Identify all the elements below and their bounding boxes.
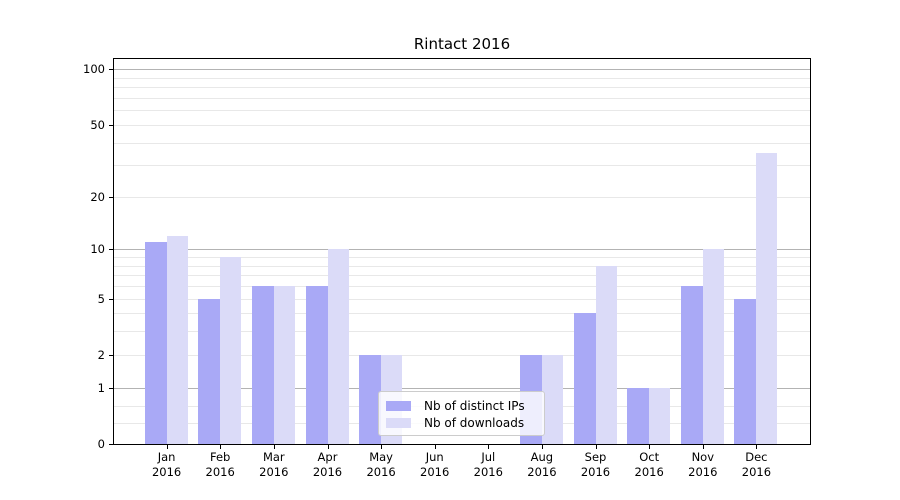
y-gridline-minor [113,298,810,300]
x-tickmark [595,445,597,449]
legend-item-distinct-ips: Nb of distinct IPs [386,398,536,413]
y-gridline-minor [113,265,810,267]
bar-distinct-ips-apr [305,286,328,444]
x-tickmark [488,445,490,449]
y-gridline-major [113,387,810,389]
chart-title: Rintact 2016 [413,35,511,53]
legend-item-downloads: Nb of downloads [386,415,536,430]
x-tick-label-dec: Dec 2016 [741,450,772,479]
bar-distinct-ips-mar [251,286,274,444]
y-gridline-minor [113,196,810,198]
x-tickmark [273,445,275,449]
y-gridline-minor [113,286,810,287]
y-tick-label: 100 [83,62,105,77]
bar-downloads-nov [702,249,724,444]
y-tickmark [109,354,113,356]
x-tickmark [702,445,704,449]
bar-distinct-ips-nov [680,286,703,444]
legend-swatch-downloads [386,417,411,428]
bar-downloads-apr [327,249,349,444]
y-tick-label: 50 [90,117,105,132]
x-tick-label-mar: Mar 2016 [259,450,289,479]
y-gridline-minor [113,97,810,99]
y-tick-label: 2 [97,347,105,362]
y-gridline-minor [113,354,810,356]
bar-downloads-oct [649,387,671,444]
y-gridline-minor [113,110,810,112]
x-tick-label-aug: Aug 2016 [527,450,557,479]
x-tick-label-jan: Jan 2016 [151,450,182,479]
y-gridline-minor [113,142,810,144]
y-gridline-minor [113,87,810,89]
x-tickmark [327,445,329,449]
y-gridline-minor [113,77,810,79]
bar-downloads-jan [166,235,188,444]
x-tick-label-may: May 2016 [366,450,396,479]
y-tickmark [109,196,113,198]
x-tick-label-apr: Apr 2016 [312,450,343,479]
x-tick-label-jul: Jul 2016 [473,450,503,479]
y-gridline-minor [113,124,810,126]
x-tickmark [220,445,222,449]
legend: Nb of distinct IPs Nb of downloads [378,391,545,436]
y-gridline-minor [113,257,810,258]
x-tick-label-oct: Oct 2016 [634,450,664,479]
x-tick-label-feb: Feb 2016 [205,450,235,479]
y-gridline-minor [113,165,810,167]
bar-distinct-ips-oct [627,387,650,444]
bar-distinct-ips-dec [734,298,757,444]
y-tickmark [109,387,113,389]
x-tickmark [434,445,436,449]
y-tickmark [109,249,113,251]
x-tick-label-nov: Nov 2016 [688,450,718,479]
legend-label-downloads: Nb of downloads [424,415,525,430]
y-gridline-major [113,249,810,251]
y-tick-label: 5 [97,291,105,306]
bar-distinct-ips-feb [198,298,221,444]
bar-downloads-mar [273,286,295,444]
y-gridline-minor [113,275,810,277]
y-gridline-minor [113,313,810,315]
y-tickmark [109,124,113,126]
y-tick-label: 10 [90,242,105,257]
bar-downloads-sep [595,265,617,444]
bar-distinct-ips-sep [573,313,596,444]
y-tickmark [109,444,113,445]
legend-label-distinct-ips: Nb of distinct IPs [424,398,525,413]
bar-downloads-aug [541,354,563,444]
y-tick-label: 1 [97,380,105,395]
y-tickmark [109,69,113,71]
bar-distinct-ips-may [359,354,382,444]
y-gridline-major [113,69,810,71]
x-tickmark [756,445,758,449]
y-tick-label: 0 [97,437,105,451]
x-tick-label-sep: Sep 2016 [580,450,611,479]
y-tick-label: 20 [90,189,105,204]
bar-downloads-feb [220,257,242,444]
y-tickmark [109,298,113,300]
x-tickmark [381,445,383,449]
x-tickmark [541,445,543,449]
x-tickmark [166,445,168,449]
y-gridline-minor [113,331,810,333]
x-tick-label-jun: Jun 2016 [420,450,450,479]
legend-swatch-distinct-ips [386,400,411,411]
bar-downloads-dec [756,153,778,444]
x-tickmark [649,445,651,449]
bar-distinct-ips-jan [144,242,167,444]
